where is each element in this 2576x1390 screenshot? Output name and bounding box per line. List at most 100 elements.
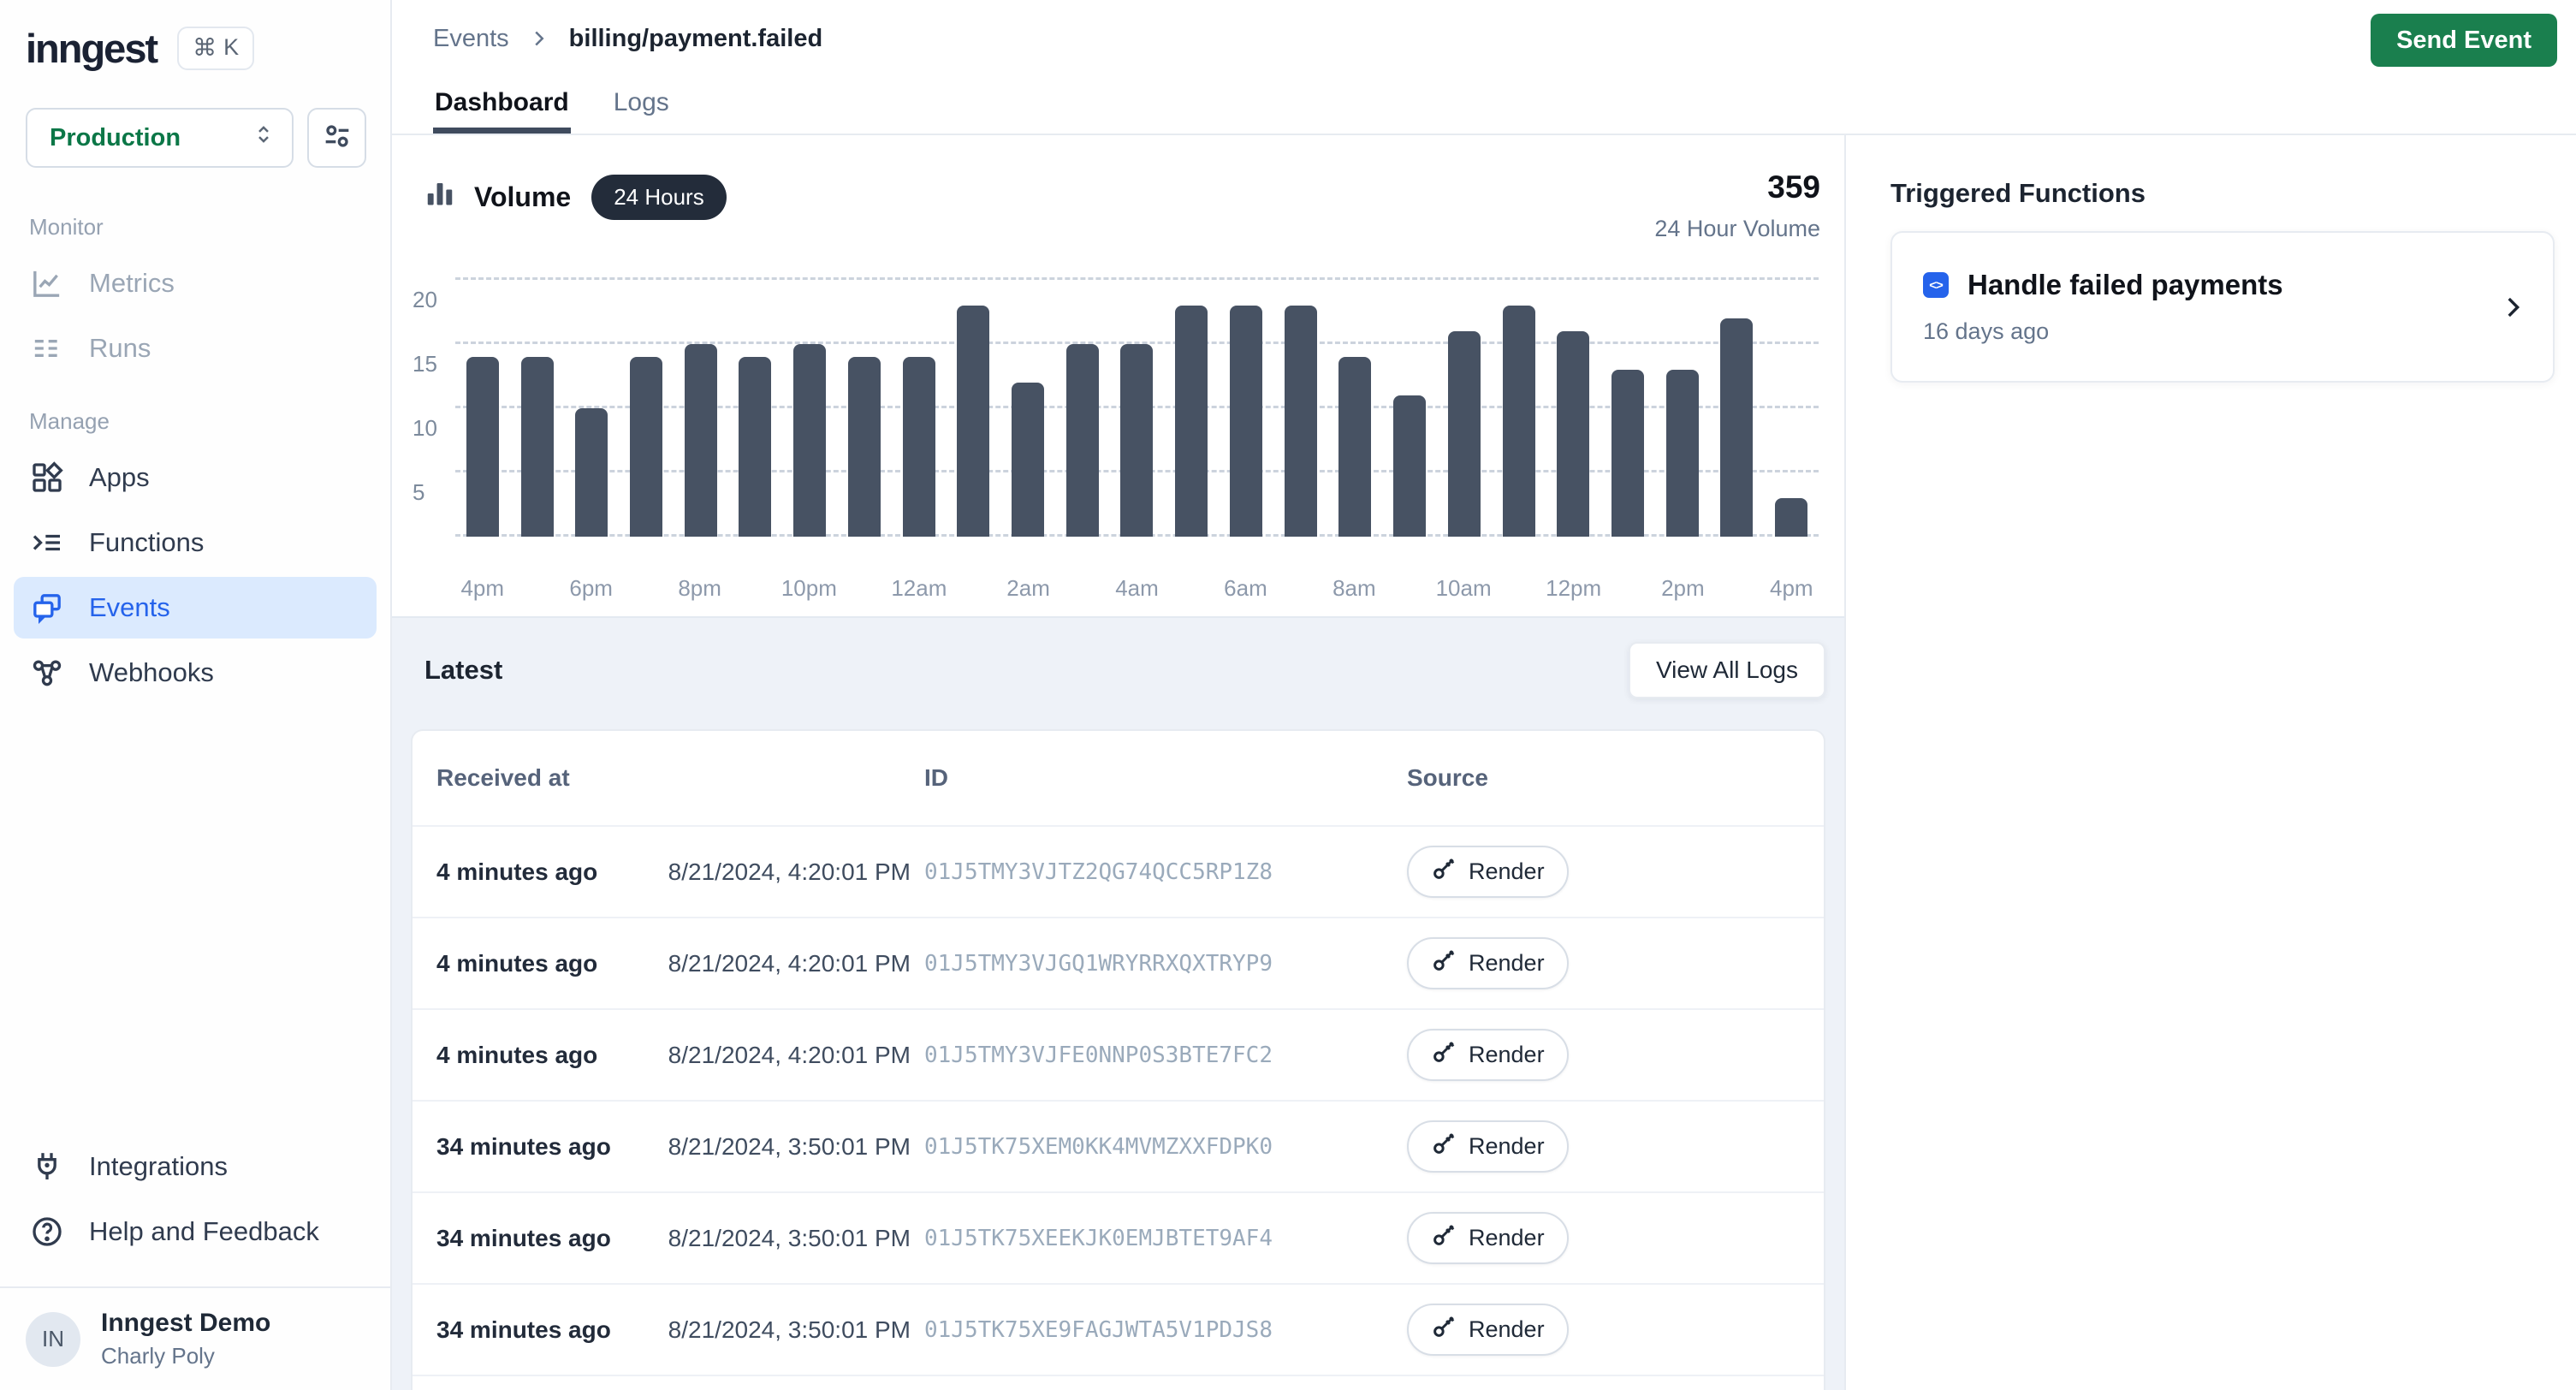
volume-bar-11am bbox=[1492, 280, 1546, 537]
volume-bar-2pm bbox=[1655, 280, 1710, 537]
table-row[interactable]: 34 minutes ago 8/21/2024, 3:50:01 PM 01J… bbox=[413, 1191, 1824, 1283]
key-icon bbox=[1431, 947, 1457, 979]
key-icon bbox=[1431, 1131, 1457, 1162]
tab-bar: Dashboard Logs bbox=[433, 77, 2576, 134]
x-axis-label: 4pm bbox=[1765, 575, 1819, 602]
function-name: Handle failed payments bbox=[1968, 269, 2283, 301]
source-badge[interactable]: Render bbox=[1407, 937, 1569, 989]
key-icon bbox=[1431, 1039, 1457, 1071]
sidebar-item-runs[interactable]: Runs bbox=[14, 318, 377, 379]
avatar: IN bbox=[26, 1312, 80, 1367]
environment-settings-button[interactable] bbox=[307, 108, 366, 168]
x-axis-label: 8am bbox=[1327, 575, 1381, 602]
user-org: Inngest Demo bbox=[101, 1309, 270, 1338]
column-source: Source bbox=[1407, 764, 1824, 792]
volume-bar-6am bbox=[1219, 280, 1273, 537]
volume-bar-4pm bbox=[455, 280, 510, 537]
function-code-icon: <> bbox=[1923, 272, 1949, 298]
source-badge[interactable]: Render bbox=[1407, 1120, 1569, 1173]
received-relative: 34 minutes ago bbox=[413, 1316, 628, 1344]
sidebar-item-integrations[interactable]: Integrations bbox=[14, 1136, 377, 1197]
received-relative: 34 minutes ago bbox=[413, 1133, 628, 1161]
event-id: 01J5TK75XE9FAGJWTA5V1PDJS8 bbox=[911, 1317, 1407, 1343]
received-timestamp: 8/21/2024, 4:20:01 PM bbox=[628, 1042, 911, 1069]
source-badge[interactable]: Render bbox=[1407, 1029, 1569, 1081]
table-header-row: Received at ID Source bbox=[413, 731, 1824, 825]
metrics-icon bbox=[29, 265, 65, 301]
x-axis-label: 2am bbox=[1001, 575, 1055, 602]
send-event-button[interactable]: Send Event bbox=[2371, 14, 2557, 67]
table-row[interactable]: 34 minutes ago 8/21/2024, 3:50:01 PM 01J… bbox=[413, 1100, 1824, 1191]
source-badge[interactable]: Render bbox=[1407, 1212, 1569, 1264]
environment-select[interactable]: Production bbox=[26, 108, 294, 168]
volume-total-label: 24 Hour Volume bbox=[1654, 216, 1820, 242]
received-relative: 4 minutes ago bbox=[413, 950, 628, 977]
x-axis-label bbox=[837, 575, 891, 602]
user-name: Charly Poly bbox=[101, 1343, 270, 1369]
sidebar-footer: Integrations Help and Feedback IN Innges… bbox=[0, 1132, 390, 1390]
table-row[interactable]: 34 minutes ago 8/21/2024, 3:50:01 PM 01J… bbox=[413, 1283, 1824, 1375]
volume-bar-2am bbox=[1000, 280, 1055, 537]
time-range-badge[interactable]: 24 Hours bbox=[591, 175, 727, 220]
user-menu[interactable]: IN Inngest Demo Charly Poly bbox=[0, 1288, 390, 1390]
x-axis-label bbox=[727, 575, 781, 602]
breadcrumb-events-link[interactable]: Events bbox=[433, 25, 509, 53]
sidebar-item-apps[interactable]: Apps bbox=[14, 447, 377, 508]
received-relative: 4 minutes ago bbox=[413, 858, 628, 886]
apps-icon bbox=[29, 460, 65, 496]
volume-bar-6pm bbox=[564, 280, 619, 537]
volume-bar-3pm bbox=[1710, 280, 1765, 537]
volume-bar-10am bbox=[1437, 280, 1492, 537]
sidebar-item-help-and-feedback[interactable]: Help and Feedback bbox=[14, 1201, 377, 1262]
x-axis-label: 8pm bbox=[673, 575, 727, 602]
column-id: ID bbox=[911, 764, 1407, 792]
sidebar-item-webhooks[interactable]: Webhooks bbox=[14, 642, 377, 704]
inngest-app: inngest ⌘ K Production bbox=[0, 0, 2576, 1390]
triggered-functions-title: Triggered Functions bbox=[1890, 178, 2555, 209]
volume-bar-8pm bbox=[674, 280, 728, 537]
key-icon bbox=[1431, 1314, 1457, 1345]
webhooks-icon bbox=[29, 655, 65, 691]
table-row[interactable]: 4 minutes ago 8/21/2024, 4:20:01 PM 01J5… bbox=[413, 917, 1824, 1008]
volume-bar-10pm bbox=[782, 280, 837, 537]
volume-bar-5pm bbox=[510, 280, 565, 537]
event-id: 01J5TMY3VJTZ2QG74QCC5RP1Z8 bbox=[911, 859, 1407, 885]
source-badge[interactable]: Render bbox=[1407, 846, 1569, 898]
x-axis-label bbox=[1710, 575, 1764, 602]
received-relative: 34 minutes ago bbox=[413, 1225, 628, 1252]
table-row[interactable]: 4 minutes ago 8/21/2024, 4:20:01 PM 01J5… bbox=[413, 825, 1824, 917]
x-axis-label bbox=[1381, 575, 1435, 602]
column-received-at: Received at bbox=[413, 764, 628, 792]
breadcrumb-current: billing/payment.failed bbox=[569, 25, 823, 53]
sidebar-item-metrics[interactable]: Metrics bbox=[14, 252, 377, 314]
x-axis-label: 6am bbox=[1219, 575, 1273, 602]
volume-bar-8am bbox=[1328, 280, 1383, 537]
triggered-functions-panel: Triggered Functions <> Handle failed pay… bbox=[1846, 135, 2576, 1390]
y-axis-tick: 5 bbox=[413, 479, 447, 507]
event-dashboard-column: Volume 24 Hours 359 24 Hour Volume 51015… bbox=[392, 135, 1846, 1390]
volume-chart: 5101520 4pm6pm8pm10pm12am2am4am6am8am10a… bbox=[413, 271, 1824, 631]
environment-value: Production bbox=[50, 124, 181, 152]
table-row[interactable]: 4 minutes ago 8/21/2024, 4:20:01 PM 01J5… bbox=[413, 1008, 1824, 1100]
tab-logs[interactable]: Logs bbox=[612, 77, 671, 134]
volume-bar-5am bbox=[1164, 280, 1219, 537]
triggered-function-card[interactable]: <> Handle failed payments 16 days ago bbox=[1890, 231, 2555, 383]
tab-dashboard[interactable]: Dashboard bbox=[433, 77, 571, 134]
x-axis-label: 2pm bbox=[1656, 575, 1710, 602]
sidebar-item-functions[interactable]: Functions bbox=[14, 512, 377, 573]
sidebar-section-label: Manage bbox=[0, 408, 390, 435]
runs-icon bbox=[29, 330, 65, 366]
events-table: Received at ID Source 4 minutes ago 8/21… bbox=[411, 729, 1825, 1390]
source-badge[interactable]: Render bbox=[1407, 1304, 1569, 1356]
table-row[interactable]: 44 minutes ago 8/21/2024, 3:40:01 PM 01J… bbox=[413, 1375, 1824, 1390]
event-id: 01J5TK75XEM0KK4MVMZXXFDPK0 bbox=[911, 1134, 1407, 1160]
x-axis-label bbox=[618, 575, 672, 602]
received-timestamp: 8/21/2024, 3:50:01 PM bbox=[628, 1316, 911, 1344]
x-axis-label: 4am bbox=[1110, 575, 1164, 602]
chevrons-up-down-icon bbox=[251, 122, 276, 154]
command-k-shortcut[interactable]: ⌘ K bbox=[177, 27, 254, 70]
view-all-logs-button[interactable]: View All Logs bbox=[1629, 642, 1825, 698]
sidebar-item-events[interactable]: Events bbox=[14, 577, 377, 639]
sliders-icon bbox=[320, 119, 354, 157]
x-axis-label: 4pm bbox=[455, 575, 509, 602]
